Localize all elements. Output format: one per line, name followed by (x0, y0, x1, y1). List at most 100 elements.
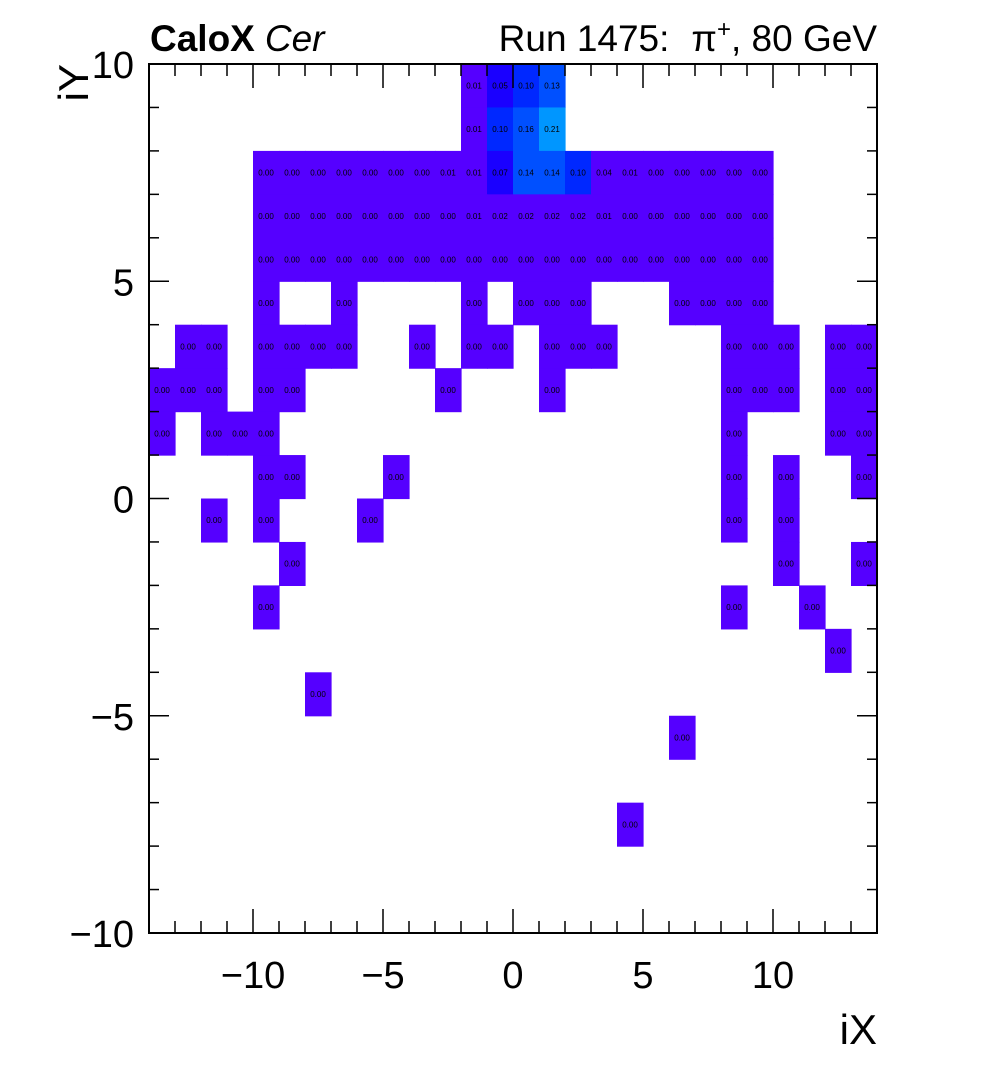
cell-value-label: 0.00 (154, 386, 170, 395)
cell-value-label: 0.00 (284, 256, 300, 265)
cell-value-label: 0.01 (596, 212, 612, 221)
heatmap-cell (383, 150, 410, 195)
cell-labels-layer: 0.01 0.05 0.10 0.13 0.01 0.10 0.16 0.21 0.00 0.00… (154, 82, 872, 830)
heatmap-cell (279, 194, 306, 239)
heatmap-cell (409, 324, 436, 369)
heatmap-cell (617, 194, 644, 239)
cell-value-label: 0.00 (388, 256, 404, 265)
cell-value-label: 0.10 (518, 82, 534, 91)
heatmap-cell (461, 281, 488, 326)
cell-value-label: 0.00 (752, 342, 768, 351)
cell-value-label: 0.02 (492, 212, 508, 221)
cell-value-label: 0.00 (310, 212, 326, 221)
cell-value-label: 0.00 (856, 560, 872, 569)
cell-value-label: 0.00 (570, 299, 586, 308)
heatmap-cell (513, 64, 540, 109)
heatmap-cell (539, 324, 566, 369)
cell-value-label: 0.00 (336, 299, 352, 308)
cell-value-label: 0.00 (284, 560, 300, 569)
cell-value-label: 0.00 (284, 169, 300, 178)
heatmap-cell (539, 107, 566, 152)
cell-value-label: 0.00 (310, 342, 326, 351)
cell-value-label: 0.00 (258, 256, 274, 265)
cell-value-label: 0.00 (778, 560, 794, 569)
cell-value-label: 0.00 (414, 212, 430, 221)
heatmap-cell (721, 498, 748, 543)
cell-value-label: 0.10 (570, 169, 586, 178)
heatmap-cell (357, 194, 384, 239)
heatmap-cell (253, 368, 280, 413)
cell-value-label: 0.00 (830, 386, 846, 395)
heatmap-cell (539, 150, 566, 195)
cell-value-label: 0.01 (466, 82, 482, 91)
cell-value-label: 0.00 (648, 212, 664, 221)
heatmap-cell (721, 368, 748, 413)
heatmap-cell (435, 368, 462, 413)
heatmap-cell (253, 281, 280, 326)
x-tick-label: 10 (752, 955, 794, 997)
cell-value-label: 0.00 (362, 516, 378, 525)
heatmap-cell (825, 411, 852, 456)
heatmap-cell (825, 368, 852, 413)
cell-value-label: 0.02 (544, 212, 560, 221)
heatmap-cell (409, 194, 436, 239)
heatmap-cell (279, 368, 306, 413)
heatmap-cell (695, 237, 722, 282)
cell-value-label: 0.00 (310, 256, 326, 265)
heatmap-cell (331, 281, 358, 326)
heatmap-cell (409, 150, 436, 195)
cell-value-label: 0.00 (284, 212, 300, 221)
cell-value-label: 0.10 (492, 125, 508, 134)
heatmap-cell (201, 498, 228, 543)
heatmap-cell (305, 672, 332, 717)
heatmap-cell (721, 585, 748, 630)
title-italic: Cer (265, 18, 326, 59)
heatmap-cell (851, 368, 878, 413)
cell-value-label: 0.01 (622, 169, 638, 178)
cell-value-label: 0.00 (856, 386, 872, 395)
cell-value-label: 0.00 (466, 256, 482, 265)
cell-value-label: 0.00 (180, 342, 196, 351)
heatmap-cell (383, 194, 410, 239)
heatmap-cell (669, 281, 696, 326)
cell-value-label: 0.00 (622, 256, 638, 265)
cell-value-label: 0.02 (570, 212, 586, 221)
cell-value-label: 0.00 (310, 169, 326, 178)
heatmap-cell (825, 324, 852, 369)
chart-title: CaloX Cer (150, 18, 326, 59)
cell-value-label: 0.00 (206, 386, 222, 395)
cell-value-label: 0.00 (440, 256, 456, 265)
cell-value-label: 0.00 (518, 256, 534, 265)
heatmap-cell (773, 455, 800, 500)
heatmap-cell (331, 237, 358, 282)
heatmap-cell (539, 281, 566, 326)
heatmap-cell (383, 455, 410, 500)
x-tick-label: −10 (221, 955, 285, 997)
cell-value-label: 0.00 (726, 212, 742, 221)
heatmap-cell (175, 324, 202, 369)
cell-value-label: 0.00 (596, 256, 612, 265)
cell-value-label: 0.00 (440, 212, 456, 221)
heatmap-cell (279, 324, 306, 369)
cell-value-label: 0.14 (544, 169, 560, 178)
cell-value-label: 0.00 (726, 299, 742, 308)
heatmap-cell (617, 150, 644, 195)
cell-value-label: 0.00 (388, 473, 404, 482)
cell-value-label: 0.01 (466, 212, 482, 221)
heatmap-cell (513, 194, 540, 239)
cell-value-label: 0.00 (648, 256, 664, 265)
cell-value-label: 0.00 (570, 256, 586, 265)
heatmap-cell (747, 237, 774, 282)
heatmap-cell (721, 411, 748, 456)
cell-value-label: 0.00 (726, 473, 742, 482)
heatmap-cell (461, 150, 488, 195)
heatmap-cell (539, 194, 566, 239)
heatmap-cell (487, 237, 514, 282)
heatmap-cell (747, 368, 774, 413)
cell-value-label: 0.00 (258, 299, 274, 308)
heatmap-cell (643, 237, 670, 282)
cell-value-label: 0.00 (258, 386, 274, 395)
heatmap-cell (149, 411, 176, 456)
y-tick-label: 10 (92, 45, 134, 87)
